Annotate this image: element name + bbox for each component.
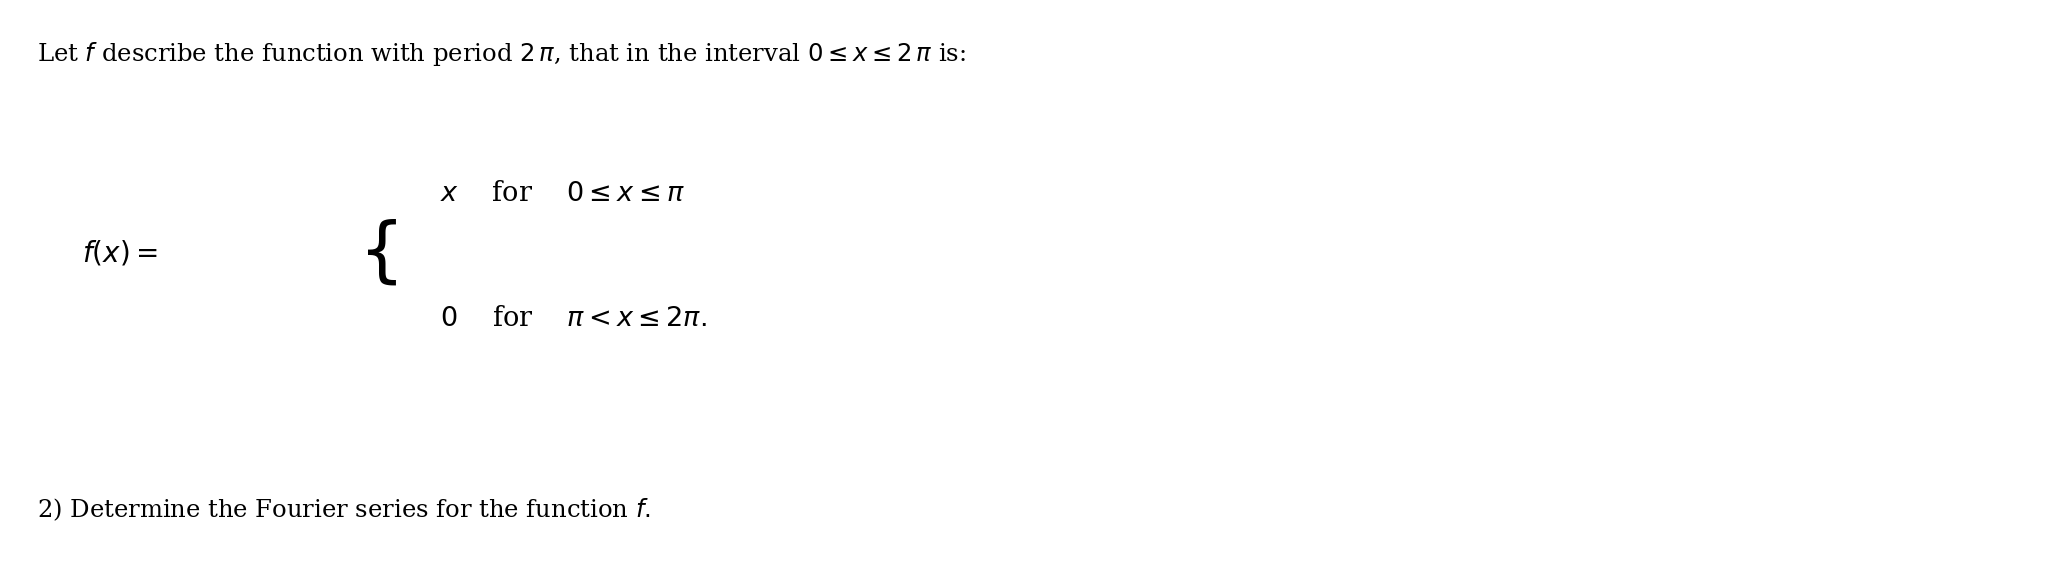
Text: $0\quad$ for $\quad \pi < x \leq 2\pi.$: $0\quad$ for $\quad \pi < x \leq 2\pi.$	[440, 304, 706, 332]
Text: Let $f$ describe the function with period $2\,\pi$, that in the interval $0 \leq: Let $f$ describe the function with perio…	[37, 40, 966, 68]
Text: 2) Determine the Fourier series for the function $f.$: 2) Determine the Fourier series for the …	[37, 496, 651, 523]
Text: $x\quad$ for $\quad 0 \leq x \leq \pi$: $x\quad$ for $\quad 0 \leq x \leq \pi$	[440, 179, 685, 207]
Text: $\{$: $\{$	[358, 218, 397, 288]
Text: $f(x) = $: $f(x) = $	[82, 238, 158, 268]
